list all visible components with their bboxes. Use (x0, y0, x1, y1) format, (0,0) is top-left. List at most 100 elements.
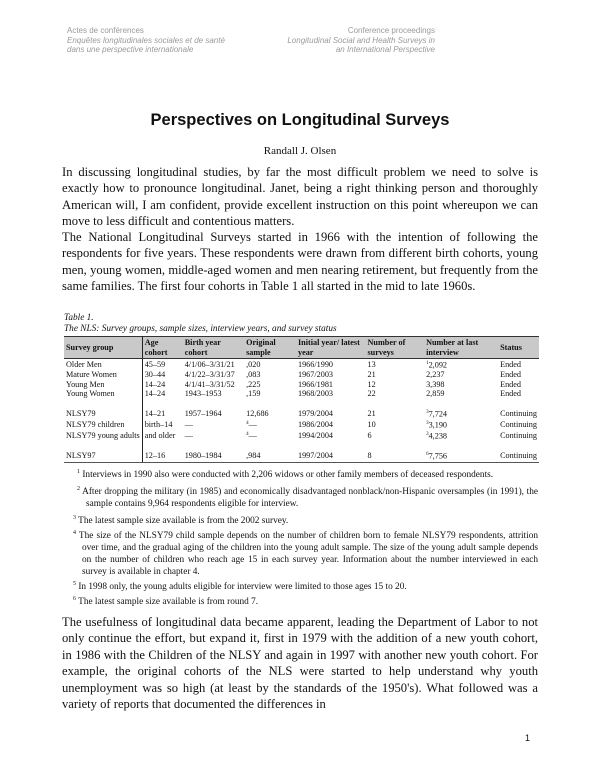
table-label: Table 1. (64, 313, 94, 323)
footnote-ref: 4 (246, 420, 249, 426)
cell-text: Continuing (500, 419, 537, 429)
cell-text: Mature Women (66, 370, 117, 380)
table-row: Older Men 45–59 4/1/06–3/31/21 ,020 1966/199… (64, 358, 539, 371)
footnote-text: In 1998 only, the young adults eligible … (78, 582, 407, 593)
table-cell: 10 (365, 419, 424, 430)
footnote-number: 2 (77, 486, 80, 493)
footnote-ref: 4 (246, 432, 249, 438)
cell-text: NLSY97 (66, 451, 96, 461)
table-cell: Continuing (498, 419, 539, 430)
table-cell: 34,238 (424, 430, 498, 441)
column-header: Survey group (64, 336, 143, 359)
table-cell: 3,398 (424, 380, 498, 390)
table-cell: ,020 (244, 359, 296, 371)
cell-text: 12–16 (144, 451, 166, 461)
cell-text: 21 (367, 408, 376, 418)
column-header: Original sample (244, 336, 296, 359)
table-row: Young Women 14–24 1943–1953 ,159 1968/2003 22… (64, 389, 539, 399)
table-cell: Continuing (498, 408, 539, 419)
table-cell: 1968/2003 (296, 389, 366, 399)
table-cell: — (183, 419, 244, 430)
cell-text: — (184, 431, 193, 441)
cell-text: 13 (367, 359, 376, 369)
table-cell: 1980–1984 (182, 450, 245, 463)
survey-table: Survey group Age cohort Birth year cohort O… (64, 336, 539, 463)
table-cell: Mature Women (64, 370, 143, 380)
table-cell: ,984 (244, 450, 296, 463)
table-row: NLSY79 children birth–14—4— 1986/2004 10 33,… (64, 418, 539, 431)
table-header-row: Survey group Age cohort Birth year cohort O… (64, 336, 539, 359)
cell-text: — (248, 431, 257, 441)
cell-text: 10 (367, 419, 376, 429)
column-header: Number of surveys (365, 336, 425, 359)
cell-text: 14–21 (144, 408, 166, 418)
cell-text: 2,859 (426, 389, 445, 399)
header-right-line: an International Perspective (335, 45, 435, 54)
cell-text: 1994/2004 (297, 431, 334, 441)
cell-text: Young Women (66, 389, 115, 399)
table-cell: 30–44 (142, 370, 183, 380)
cell-text: 1943–1953 (184, 389, 222, 399)
table-cell: 12,686 (244, 408, 296, 419)
cell-text: 1967/2003 (297, 370, 334, 380)
footnote: 1 Interviews in 1990 also were conducted… (77, 466, 538, 481)
table-cell: 1957–1964 (183, 408, 244, 419)
table-cell: 22 (365, 389, 424, 399)
footnote: 5 In 1998 only, the young adults eligibl… (73, 578, 538, 593)
table-row: Mature Women 30–44 4/1/22–3/31/37 ,083 1967/… (64, 370, 539, 380)
page-number: 1 (525, 733, 531, 743)
footnote-ref: 3 (426, 432, 429, 438)
table-cell: 1979/2004 (296, 408, 366, 419)
cell-text: 1966/1981 (297, 379, 334, 389)
table-cell: 4/1/06–3/31/21 (183, 359, 244, 371)
header-left-line: Actes de conférences (67, 26, 144, 35)
table-cell: NLSY97 (64, 450, 143, 463)
cell-text: 6 (367, 431, 372, 441)
table-cell: Young Women (64, 389, 143, 399)
table-cell: 1966/1981 (296, 380, 366, 390)
table-row: NLSY79 14–21 1957–1964 12,686 1979/2004 21 37,… (64, 407, 539, 419)
footnote-number: 4 (73, 530, 76, 537)
cell-text: 1980–1984 (184, 451, 222, 461)
cell-text: 4/1/22–3/31/37 (184, 370, 235, 380)
cell-text: birth–14 (144, 419, 173, 429)
table-cell: 13 (365, 359, 424, 371)
table-cell: Ended (498, 380, 539, 390)
table-cell: 4/1/41–3/31/52 (183, 380, 244, 390)
table-cell: 1943–1953 (183, 389, 244, 399)
table-cell: and older (142, 430, 183, 441)
column-header: Birth year cohort (182, 336, 245, 359)
column-header: Initial year/ latest year (295, 336, 366, 359)
cell-text: 30–44 (144, 370, 166, 380)
footnote-number: 1 (77, 469, 80, 475)
paragraph: The National Longitudinal Surveys starte… (62, 230, 538, 294)
running-header-left: Actes de conférences Enquêtes longitudin… (67, 26, 225, 55)
footnote-number: 5 (73, 581, 76, 588)
cell-text: Ended (500, 370, 521, 380)
cell-text: 2,092 (428, 360, 447, 370)
cell-text: 1979/2004 (297, 408, 334, 418)
table-cell: Ended (498, 389, 539, 399)
table-cell: 14–21 (142, 408, 183, 419)
table-cell: Ended (498, 359, 539, 371)
table-caption: Table 1. The NLS: Survey groups, sample … (64, 313, 337, 335)
running-header-right: Conference proceedings Longitudinal Soci… (287, 26, 435, 55)
cell-text: Ended (500, 359, 521, 369)
footnote-ref: 6 (426, 452, 429, 458)
table-cell: 21 (365, 408, 424, 419)
footnote: 6 The latest sample size available is fr… (73, 593, 538, 608)
cell-text: 7,756 (428, 452, 447, 462)
cell-text: Continuing (500, 451, 537, 461)
table-cell: — (183, 430, 244, 441)
table-cell: NLSY79 (64, 407, 143, 419)
table-cell: 14–24 (142, 380, 183, 390)
table-cell: 6 (365, 430, 424, 441)
cell-text: 1986/2004 (297, 419, 334, 429)
table-cell: 8 (365, 450, 425, 463)
header-left-line: Enquêtes longitudinales sociales et de s… (67, 35, 225, 45)
cell-text: Continuing (500, 408, 537, 418)
header-right-line: Conference proceedings (347, 26, 435, 35)
author: Randall J. Olsen (263, 145, 337, 157)
cell-text: 8 (367, 451, 372, 461)
table-cell: 2,237 (424, 370, 498, 380)
